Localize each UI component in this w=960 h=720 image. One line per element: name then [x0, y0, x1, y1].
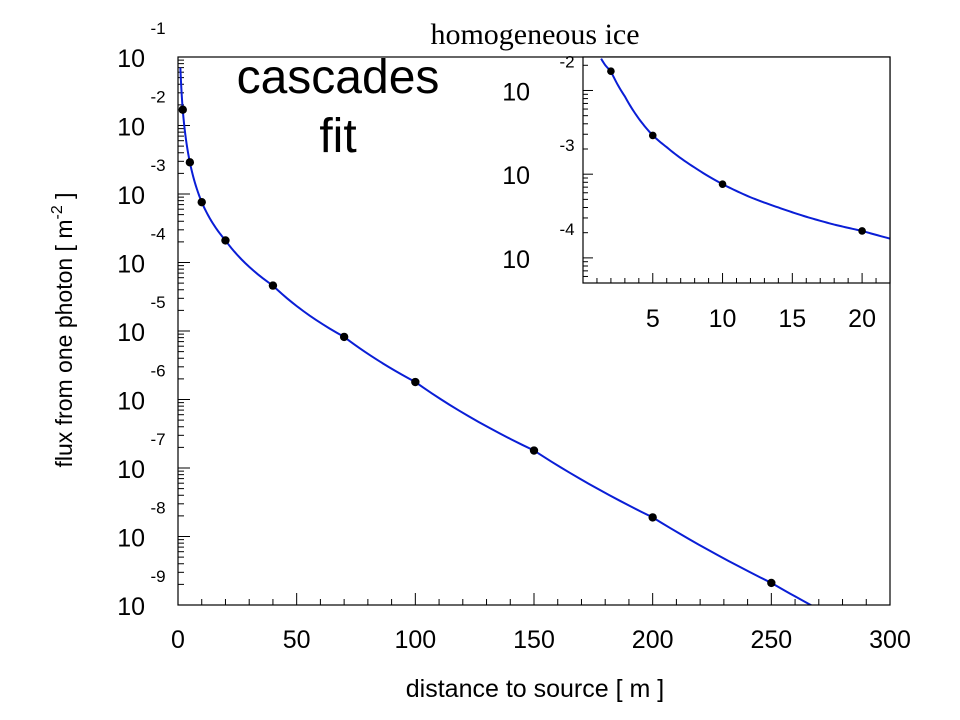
inset-data-point — [718, 180, 727, 188]
y-axis-label-sup: -2 — [49, 205, 66, 219]
inset-x-tick-label: 15 — [778, 305, 806, 333]
main-data-point — [411, 377, 420, 387]
main-y-tick-base: 10 — [117, 593, 145, 621]
main-x-tick-label: 100 — [394, 626, 436, 654]
main-data-point — [197, 197, 206, 207]
main-chart: 0 50 100 150 200 250 300 10-110-210-310-410-51… — [49, 18, 911, 703]
inset-fit-curve — [600, 58, 890, 240]
main-plot-frame — [177, 56, 891, 606]
annotation-fit: fit — [319, 110, 356, 163]
main-y-tick-label: 10 -7 — [117, 430, 165, 484]
main-data-point — [178, 105, 187, 114]
inset-y-tick-label: 10 -2 — [502, 52, 574, 106]
main-data-point — [221, 236, 230, 245]
main-y-tick-base: 10 — [117, 456, 145, 484]
inset-y-ticks: 10 -2 10 -3 10 -4 — [502, 52, 593, 277]
main-y-tick-base: 10 — [117, 45, 145, 73]
main-y-tick-exponent: -4 — [150, 225, 165, 244]
inset-x-tick-label: 10 — [709, 305, 737, 333]
main-y-tick-exponent: -6 — [150, 362, 165, 381]
inset-data-point — [648, 131, 657, 140]
inset-y-tick-label: 10 -4 — [502, 220, 574, 274]
main-data-point — [529, 446, 539, 455]
main-y-tick-exponent: -5 — [150, 293, 165, 312]
inset-data-point — [607, 67, 615, 75]
y-axis-label: flux from one photon [ m-2 ] — [49, 192, 77, 467]
main-x-tick-label: 150 — [513, 626, 555, 654]
main-y-tick-label: 10 -6 — [117, 362, 165, 416]
main-y-tick-label: 10 -2 — [117, 88, 165, 142]
inset-y-tick-base: 10 — [502, 162, 530, 190]
main-y-tick-base: 10 — [117, 251, 145, 279]
inset-data-point — [858, 227, 866, 235]
inset-y-tick-base: 10 — [502, 246, 530, 274]
inset-y-tick-exponent: -3 — [559, 136, 574, 155]
main-y-tick-exponent: -3 — [150, 156, 165, 175]
inset-chart: 5 10 15 20 10 -2 10 -3 10 -4 — [502, 52, 891, 333]
main-plot-area — [178, 67, 813, 605]
main-x-tick-label: 300 — [869, 626, 911, 654]
main-x-tick-label: 0 — [171, 626, 185, 654]
main-data-point — [339, 332, 349, 342]
main-y-tick-base: 10 — [117, 182, 145, 210]
main-y-ticks: 10 -1 10 -2 10 -3 10 -4 10 -5 10 -6 10 -7 10 -8 10 -9 — [117, 19, 190, 621]
main-y-tick-label: 10 -8 — [117, 499, 165, 553]
main-y-tick-base: 10 — [117, 388, 145, 416]
inset-x-ticks: 5 10 15 20 — [582, 273, 891, 333]
inset-plot-area — [600, 58, 890, 240]
inset-y-tick-exponent: -2 — [559, 52, 574, 71]
chart-title: homogeneous ice — [430, 18, 639, 51]
main-y-tick-label: 10 -5 — [117, 293, 165, 347]
main-y-tick-exponent: -7 — [150, 430, 165, 449]
inset-background — [583, 57, 890, 283]
inset-x-tick-label: 5 — [646, 305, 660, 333]
main-y-tick-exponent: -9 — [150, 567, 165, 586]
main-y-tick-exponent: -2 — [150, 88, 165, 107]
annotation-cascades: cascades — [237, 51, 440, 104]
main-y-tick-exponent: -1 — [150, 19, 165, 38]
main-data-point — [767, 578, 776, 588]
y-axis-label-main: flux from one photon [ m — [51, 220, 77, 468]
x-axis-label: distance to source [ m ] — [406, 675, 664, 703]
main-x-tick-label: 50 — [283, 626, 311, 654]
main-x-tick-label: 250 — [750, 626, 792, 654]
inset-y-tick-base: 10 — [502, 78, 530, 106]
main-x-ticks: 0 50 100 150 200 250 300 — [171, 593, 911, 654]
main-data-point — [648, 513, 657, 522]
main-y-tick-label: 10 -1 — [117, 19, 165, 73]
main-y-tick-base: 10 — [117, 114, 145, 142]
main-y-tick-base: 10 — [117, 319, 145, 347]
main-data-point — [185, 158, 195, 167]
main-data-point — [268, 281, 278, 290]
main-y-tick-label: 10 -4 — [117, 225, 165, 279]
main-y-tick-exponent: -8 — [150, 499, 165, 518]
main-fit-curve — [179, 67, 813, 605]
inset-y-tick-label: 10 -3 — [502, 136, 574, 190]
main-y-tick-label: 10 -3 — [117, 156, 165, 210]
main-x-tick-label: 200 — [632, 626, 674, 654]
main-y-tick-base: 10 — [117, 525, 145, 553]
inset-y-tick-exponent: -4 — [559, 220, 574, 239]
inset-plot-frame — [582, 56, 891, 284]
y-axis-label-tail: ] — [51, 192, 77, 205]
main-y-tick-label: 10 -9 — [117, 567, 165, 621]
inset-x-tick-label: 20 — [848, 305, 876, 333]
